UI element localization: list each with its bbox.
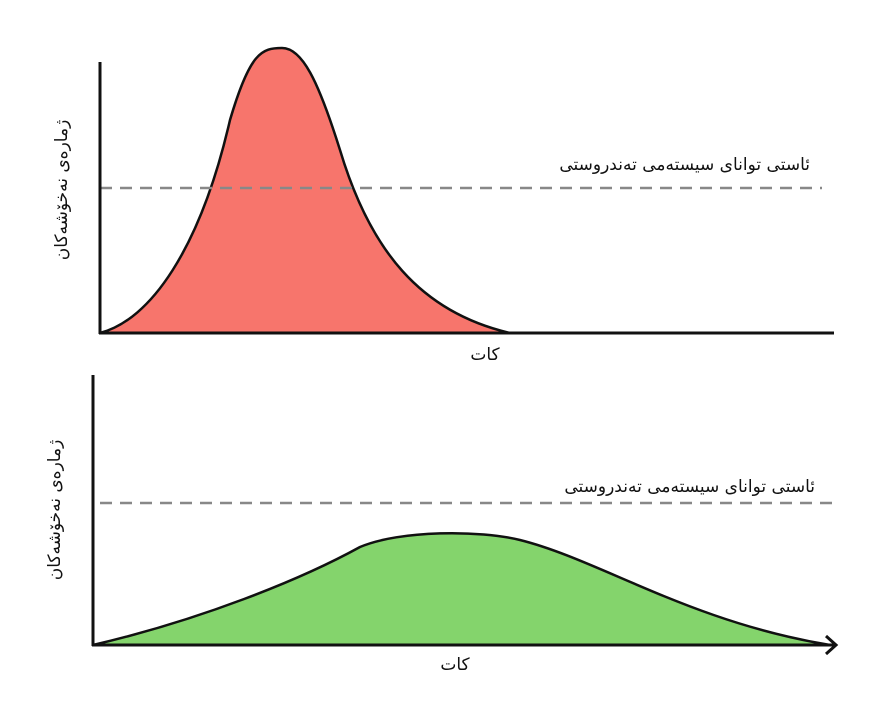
capacity-label: ئاستی توانای سیستەمی تەندروستی	[559, 155, 810, 175]
y-axis-label: ژمارەی نەخۆشەکان	[52, 120, 72, 261]
x-axis-label: کات	[470, 345, 500, 365]
steep-curve	[99, 46, 511, 335]
x-axis-arrow	[824, 634, 839, 656]
capacity-label: ئاستی توانای سیستەمی تەندروستی	[564, 477, 815, 497]
flat-curve	[92, 531, 831, 647]
y-axis-label: ژمارەی نەخۆشەکان	[45, 440, 65, 581]
x-axis-label: کات	[440, 655, 470, 675]
